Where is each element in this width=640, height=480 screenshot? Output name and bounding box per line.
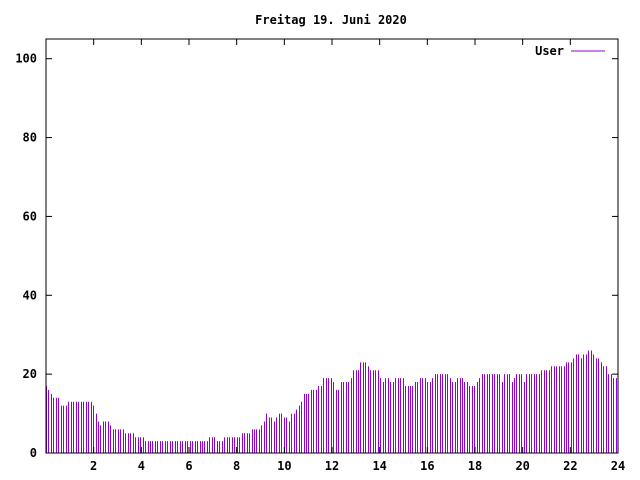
chart-title: Freitag 19. Juni 2020 — [255, 13, 407, 27]
legend-label-user: User — [535, 44, 564, 58]
y-tick-label: 100 — [15, 52, 37, 66]
x-tick-label: 22 — [563, 459, 577, 473]
x-tick-label: 24 — [611, 459, 625, 473]
y-tick-label: 80 — [23, 131, 37, 145]
x-tick-label: 20 — [515, 459, 529, 473]
x-tick-label: 8 — [233, 459, 240, 473]
bar-series — [46, 350, 617, 453]
y-tick-label: 60 — [23, 209, 37, 223]
x-tick-label: 14 — [372, 459, 386, 473]
y-tick-label: 40 — [23, 288, 37, 302]
x-tick-label: 2 — [90, 459, 97, 473]
x-tick-label: 16 — [420, 459, 434, 473]
y-tick-label: 20 — [23, 367, 37, 381]
x-tick-label: 6 — [185, 459, 192, 473]
x-tick-label: 4 — [138, 459, 145, 473]
x-tick-label: 18 — [468, 459, 482, 473]
y-tick-label: 0 — [30, 446, 37, 460]
legend: User — [535, 44, 605, 58]
x-tick-label: 12 — [325, 459, 339, 473]
x-tick-label: 10 — [277, 459, 291, 473]
